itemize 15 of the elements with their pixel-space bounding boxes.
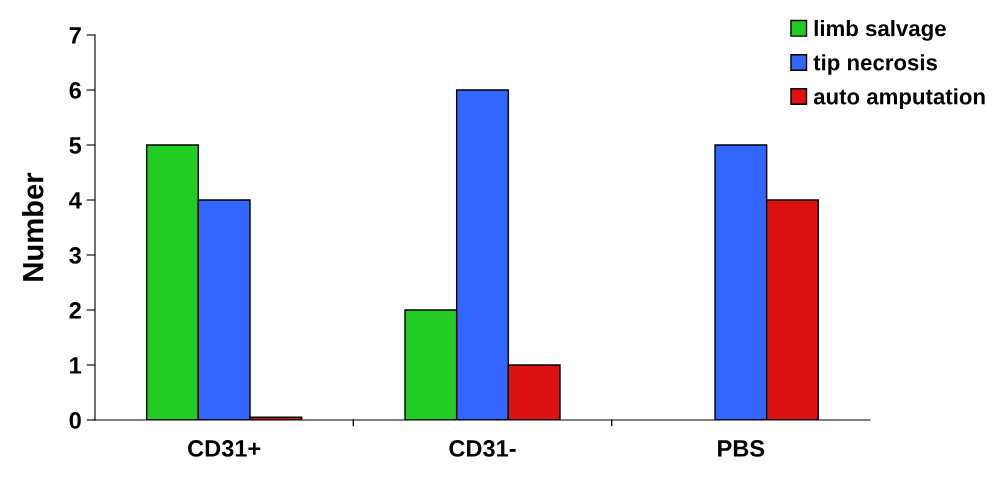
x-tick-label: PBS [718, 440, 765, 457]
legend-label: tip necrosis [813, 54, 937, 75]
y-axis-title: Number [22, 172, 44, 281]
y-tick-label: 6 [69, 82, 81, 99]
y-tick-label: 0 [69, 412, 81, 429]
y-tick-label: 7 [69, 27, 81, 44]
x-tick-label: CD31+ [188, 440, 261, 457]
y-tick-label: 4 [69, 192, 82, 209]
y-tick-label: 5 [69, 137, 82, 154]
y-tick-label: 3 [69, 247, 81, 264]
y-tick-label: 2 [69, 302, 81, 319]
x-tick-label: CD31- [449, 440, 516, 457]
legend-label: limb salvage [814, 20, 946, 41]
y-tick-label: 1 [70, 357, 82, 374]
legend-label: auto amputation [813, 88, 985, 109]
